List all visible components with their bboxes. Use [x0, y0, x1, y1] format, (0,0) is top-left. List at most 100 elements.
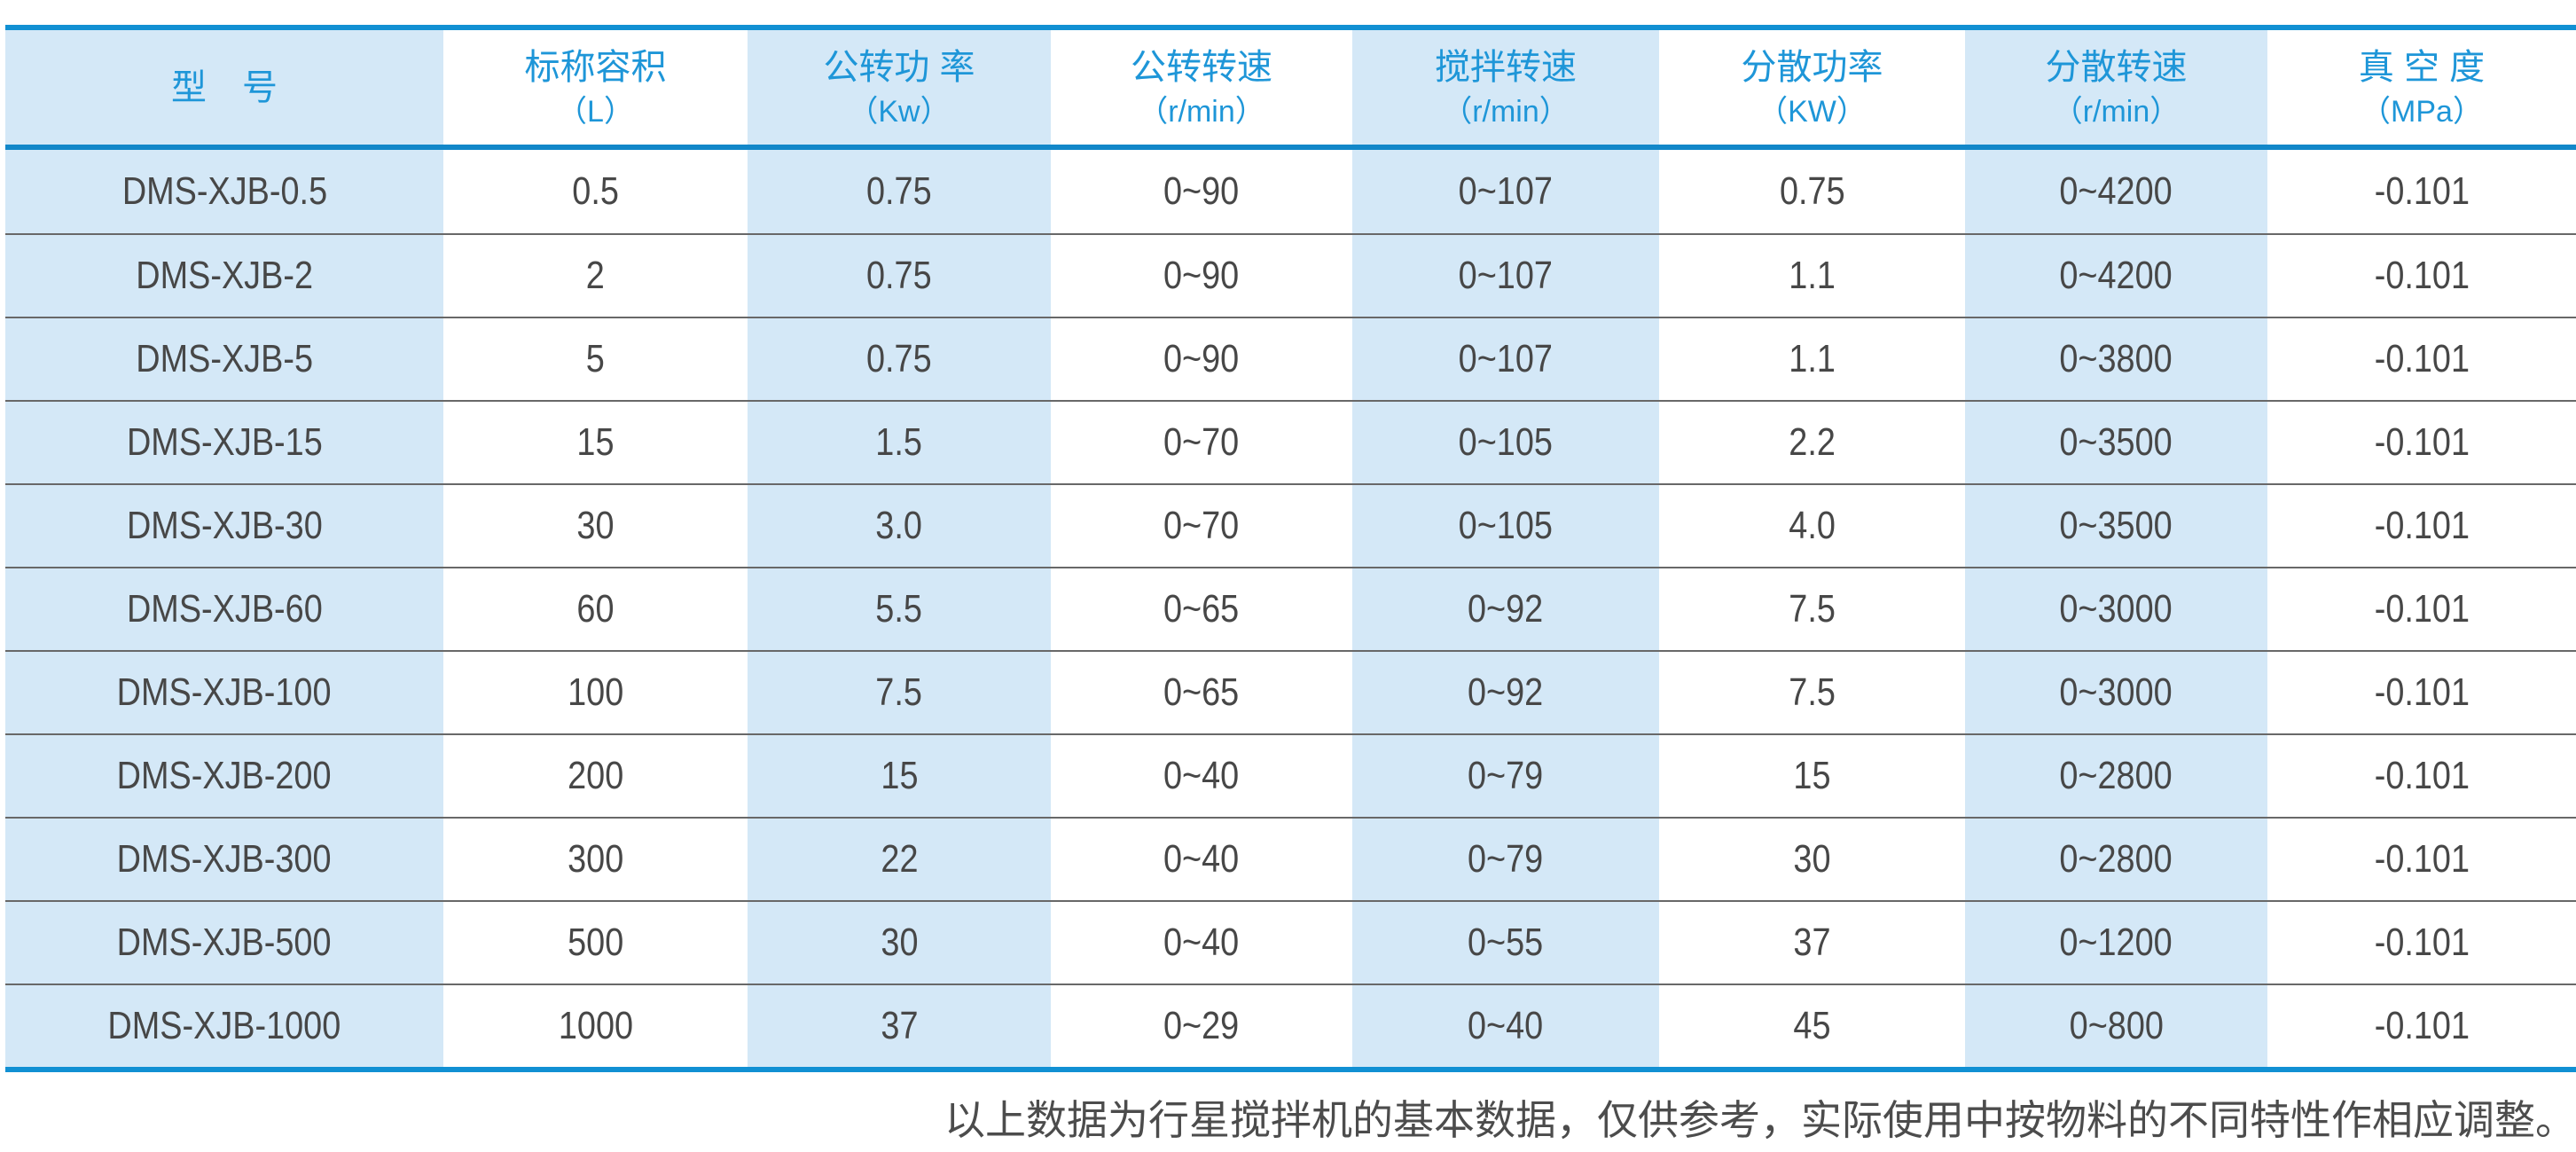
- cell-text: 0~105: [1458, 420, 1554, 464]
- model-cell: DMS-XJB-15: [5, 402, 443, 483]
- header-title: 型 号: [171, 67, 278, 107]
- cell-text: 60: [576, 587, 615, 631]
- cell-text: -0.101: [2374, 754, 2470, 797]
- cell-text: 0~1200: [2059, 921, 2173, 964]
- table-row: DMS-XJB-5 5 0.75 0~90 0~107 1.1 0~3800 -…: [5, 317, 2576, 400]
- vacuum-cell: -0.101: [2267, 235, 2576, 317]
- header-title: 搅拌转速: [1435, 47, 1577, 87]
- model-cell: DMS-XJB-30: [5, 485, 443, 567]
- table-row: DMS-XJB-300 300 22 0~40 0~79 30 0~2800 -…: [5, 817, 2576, 900]
- col-header-stir-speed: 搅拌转速 （r/min）: [1352, 30, 1659, 145]
- model-cell: DMS-XJB-500: [5, 902, 443, 984]
- col-header-vacuum: 真 空 度 （MPa）: [2267, 30, 2576, 145]
- cell-text: 37: [880, 1004, 919, 1047]
- disp-speed-cell: 0~4200: [1965, 150, 2267, 233]
- cell-text: 2.2: [1789, 420, 1836, 464]
- cell-text: 15: [880, 754, 919, 797]
- cell-text: 0~105: [1458, 504, 1554, 547]
- cell-text: 200: [567, 754, 624, 797]
- cell-text: 0~79: [1468, 754, 1544, 797]
- rev-power-cell: 0.75: [748, 235, 1051, 317]
- cell-text: 0~29: [1163, 1004, 1240, 1047]
- cell-text: DMS-XJB-15: [126, 420, 323, 464]
- rev-speed-cell: 0~40: [1051, 735, 1352, 817]
- cell-text: 0.75: [1779, 169, 1845, 213]
- cell-text: 0~3000: [2059, 670, 2173, 714]
- col-header-rev-power: 公转功 率 （Kw）: [748, 30, 1051, 145]
- header-title: 公转转速: [1131, 47, 1272, 87]
- model-cell: DMS-XJB-5: [5, 318, 443, 400]
- rev-power-cell: 0.75: [748, 150, 1051, 233]
- disp-speed-cell: 0~2800: [1965, 819, 2267, 900]
- cell-text: 0~90: [1163, 337, 1240, 380]
- col-header-model: 型 号: [5, 30, 443, 145]
- cell-text: DMS-XJB-200: [117, 754, 332, 797]
- cell-text: -0.101: [2374, 254, 2470, 297]
- cell-text: 0.75: [866, 254, 932, 297]
- disp-power-cell: 30: [1659, 819, 1965, 900]
- disp-speed-cell: 0~4200: [1965, 235, 2267, 317]
- cell-text: 1.1: [1789, 337, 1836, 380]
- capacity-cell: 300: [443, 819, 748, 900]
- stir-speed-cell: 0~92: [1352, 652, 1659, 733]
- rev-speed-cell: 0~65: [1051, 568, 1352, 650]
- cell-text: 0~90: [1163, 254, 1240, 297]
- disp-power-cell: 7.5: [1659, 652, 1965, 733]
- disp-speed-cell: 0~800: [1965, 985, 2267, 1067]
- vacuum-cell: -0.101: [2267, 735, 2576, 817]
- header-unit: （L）: [557, 94, 634, 129]
- stir-speed-cell: 0~55: [1352, 902, 1659, 984]
- vacuum-cell: -0.101: [2267, 150, 2576, 233]
- vacuum-cell: -0.101: [2267, 485, 2576, 567]
- table-row: DMS-XJB-15 15 1.5 0~70 0~105 2.2 0~3500 …: [5, 400, 2576, 483]
- cell-text: 0~55: [1468, 921, 1544, 964]
- cell-text: 7.5: [1789, 587, 1836, 631]
- disp-power-cell: 0.75: [1659, 150, 1965, 233]
- table-row: DMS-XJB-0.5 0.5 0.75 0~90 0~107 0.75 0~4…: [5, 150, 2576, 233]
- cell-text: 0~2800: [2059, 754, 2173, 797]
- capacity-cell: 15: [443, 402, 748, 483]
- rev-speed-cell: 0~90: [1051, 150, 1352, 233]
- cell-text: 7.5: [1789, 670, 1836, 714]
- cell-text: 7.5: [875, 670, 923, 714]
- col-header-disp-speed: 分散转速 （r/min）: [1965, 30, 2267, 145]
- cell-text: 0~107: [1458, 169, 1554, 213]
- disp-power-cell: 15: [1659, 735, 1965, 817]
- disp-speed-cell: 0~3500: [1965, 402, 2267, 483]
- cell-text: 0~3500: [2059, 504, 2173, 547]
- cell-text: 0~4200: [2059, 254, 2173, 297]
- table-row: DMS-XJB-60 60 5.5 0~65 0~92 7.5 0~3000 -…: [5, 567, 2576, 650]
- disp-power-cell: 45: [1659, 985, 1965, 1067]
- rev-speed-cell: 0~70: [1051, 402, 1352, 483]
- cell-text: 1.5: [875, 420, 923, 464]
- cell-text: 0~40: [1163, 921, 1240, 964]
- table-row: DMS-XJB-1000 1000 37 0~29 0~40 45 0~800 …: [5, 984, 2576, 1067]
- cell-text: -0.101: [2374, 504, 2470, 547]
- cell-text: -0.101: [2374, 670, 2470, 714]
- model-cell: DMS-XJB-200: [5, 735, 443, 817]
- rev-power-cell: 22: [748, 819, 1051, 900]
- table-row: DMS-XJB-200 200 15 0~40 0~79 15 0~2800 -…: [5, 733, 2576, 817]
- cell-text: 0~92: [1468, 670, 1544, 714]
- table-body: DMS-XJB-0.5 0.5 0.75 0~90 0~107 0.75 0~4…: [5, 150, 2576, 1067]
- cell-text: 45: [1793, 1004, 1831, 1047]
- rev-power-cell: 30: [748, 902, 1051, 984]
- cell-text: 4.0: [1789, 504, 1836, 547]
- header-title: 标称容积: [524, 47, 667, 87]
- model-cell: DMS-XJB-300: [5, 819, 443, 900]
- spec-table: 型 号 标称容积 （L） 公转功 率 （Kw） 公转转速 （r/min） 搅拌转…: [5, 25, 2576, 1072]
- cell-text: -0.101: [2374, 420, 2470, 464]
- cell-text: 0~2800: [2059, 837, 2173, 881]
- disp-speed-cell: 0~3800: [1965, 318, 2267, 400]
- cell-text: -0.101: [2374, 587, 2470, 631]
- capacity-cell: 0.5: [443, 150, 748, 233]
- cell-text: -0.101: [2374, 837, 2470, 881]
- header-title: 真 空 度: [2358, 47, 2486, 87]
- cell-text: 15: [1793, 754, 1831, 797]
- cell-text: 0~3800: [2059, 337, 2173, 380]
- cell-text: 5: [585, 337, 606, 380]
- table-row: DMS-XJB-100 100 7.5 0~65 0~92 7.5 0~3000…: [5, 650, 2576, 733]
- stir-speed-cell: 0~40: [1352, 985, 1659, 1067]
- cell-text: 30: [880, 921, 919, 964]
